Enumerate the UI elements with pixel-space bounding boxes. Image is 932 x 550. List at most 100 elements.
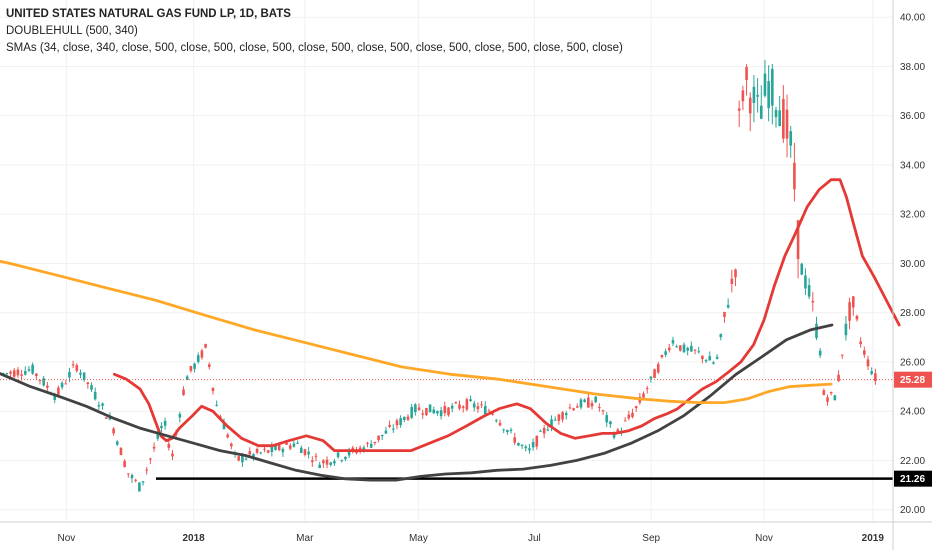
candle-body [60, 382, 64, 388]
candle-body [778, 110, 781, 126]
candle-body [189, 365, 193, 371]
sma-500-line [0, 259, 833, 404]
candle-body [793, 162, 796, 190]
candle-body [101, 403, 104, 406]
candle-body [671, 340, 675, 344]
candle-body [274, 445, 277, 451]
candle-body [358, 447, 362, 450]
candle-body [307, 451, 310, 455]
candle-body [498, 422, 502, 426]
candle-body [450, 405, 454, 409]
candle-body [5, 373, 9, 375]
candle-body [524, 446, 528, 449]
candle-body [472, 403, 476, 408]
candle-body [314, 455, 318, 457]
candle-body [93, 391, 97, 400]
candle-body [185, 376, 189, 381]
candle-body [436, 410, 439, 414]
candle-body [366, 442, 369, 444]
time-tick-label: Mar [296, 533, 314, 544]
candle-body [730, 278, 734, 285]
candle-body [57, 387, 60, 395]
candle-body [447, 407, 450, 416]
candle-body [679, 345, 682, 351]
price-tick-label: 32.00 [900, 210, 925, 221]
candle-body [119, 447, 123, 456]
candle-body [399, 418, 402, 425]
candle-body [539, 430, 542, 432]
candle-body [380, 434, 384, 437]
candle-body [182, 389, 185, 396]
candle-body [90, 385, 93, 390]
candle-body [690, 345, 693, 352]
smas-indicator-label[interactable]: SMAs (34, close, 340, close, 500, close,… [6, 42, 623, 54]
candle-body [465, 399, 469, 410]
candle-body [796, 220, 800, 260]
candle-body [726, 304, 730, 308]
doublehull-indicator-label[interactable]: DOUBLEHULL (500, 340) [6, 25, 138, 37]
candle-body [134, 479, 137, 481]
time-tick-label: Jul [528, 533, 541, 544]
candle-body [27, 369, 31, 371]
candle-body [292, 443, 296, 447]
candle-body [656, 364, 660, 373]
time-axis[interactable]: Nov 2018 Mar May Jul Sep Nov 2019 [58, 533, 885, 544]
candle-body [377, 435, 380, 441]
sma-34-line [113, 178, 901, 452]
candle-body [130, 475, 134, 479]
candle-body [748, 97, 752, 114]
candle-body [75, 365, 79, 371]
candle-body [351, 447, 355, 451]
candle-body [583, 399, 586, 402]
candle-body [252, 453, 255, 458]
price-tick-label: 22.00 [900, 456, 925, 467]
candle-body [517, 442, 520, 446]
price-axis[interactable]: 20.00 22.00 24.00 26.00 28.00 30.00 32.00 34.00… [900, 13, 925, 516]
candle-body [807, 285, 811, 297]
candle-body [837, 374, 840, 382]
candle-body [163, 420, 167, 426]
candle-body [734, 269, 737, 278]
candle-body [870, 371, 873, 374]
candle-body [12, 370, 16, 377]
candle-body [406, 416, 410, 420]
support-level-tag [894, 470, 932, 487]
price-tick-label: 26.00 [900, 357, 925, 368]
candle-body [480, 404, 483, 406]
candle-body [86, 382, 90, 385]
candle-body [299, 447, 303, 454]
candle-body [325, 459, 329, 465]
candle-body [874, 373, 877, 382]
candle-body [288, 445, 292, 449]
price-tick-label: 34.00 [900, 160, 925, 171]
candle-body [840, 354, 844, 356]
candle-body [568, 407, 572, 409]
candle-body [826, 397, 829, 402]
candle-body [104, 417, 108, 419]
candle-body [653, 369, 656, 379]
candle-body [204, 344, 207, 348]
price-tick-label: 30.00 [900, 259, 925, 270]
candle-body [71, 364, 75, 366]
candle-body [439, 410, 443, 417]
candle-body [531, 441, 535, 448]
candle-body [138, 482, 141, 492]
candle-body [866, 359, 870, 367]
price-tick-label: 36.00 [900, 111, 925, 122]
candle-body [211, 387, 215, 392]
candle-body [417, 407, 421, 411]
candle-body [763, 73, 767, 96]
candle-body [230, 443, 233, 447]
candle-body [767, 81, 770, 109]
candle-body [344, 456, 347, 460]
candle-body [789, 131, 793, 146]
candle-body [311, 460, 314, 463]
candle-body [193, 363, 196, 369]
candle-body [675, 346, 678, 348]
candle-body [649, 376, 653, 379]
candle-body [601, 410, 605, 412]
candle-body [506, 429, 509, 433]
candle-body [9, 371, 12, 374]
symbol-title[interactable]: UNITED STATES NATURAL GAS FUND LP, 1D, B… [6, 8, 291, 20]
